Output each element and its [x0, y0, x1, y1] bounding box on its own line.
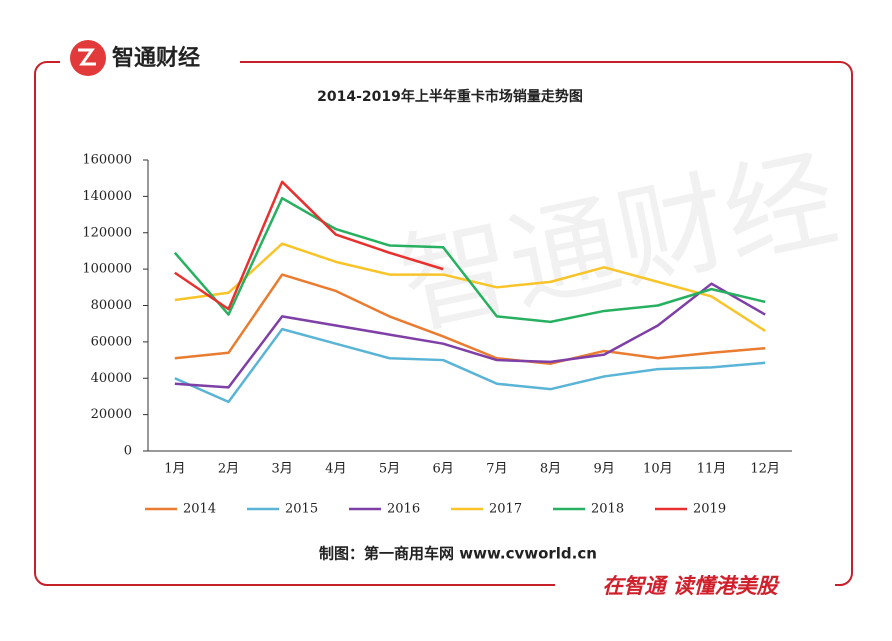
legend-label: 2014: [183, 502, 216, 517]
series-line: [174, 327, 766, 404]
x-tick-label: 7月: [486, 462, 507, 477]
y-tick-label: 0: [124, 444, 132, 459]
source: 制图：第一商用车网 www.cvworld.cn: [319, 545, 597, 563]
x-tick-label: 12月: [750, 462, 780, 477]
series-line: [174, 273, 766, 365]
legend-label: 2018: [591, 502, 624, 517]
legend-label: 2016: [387, 502, 420, 517]
slogan-backdrop: [555, 570, 835, 602]
x-tick-label: 2月: [218, 462, 239, 477]
x-tick-label: 8月: [540, 462, 561, 477]
y-tick-label: 60000: [91, 334, 132, 349]
brand: 智通财经: [112, 45, 200, 71]
x-tick-label: 6月: [433, 462, 454, 477]
x-tick-label: 4月: [325, 462, 346, 477]
series-line: [173, 196, 766, 324]
legend-label: 2019: [693, 502, 726, 517]
x-tick-label: 11月: [697, 462, 727, 477]
y-tick-label: 100000: [82, 262, 132, 277]
series-line: [174, 180, 444, 311]
legend-label: 2017: [489, 502, 522, 517]
watermark: 智通财经: [390, 134, 847, 351]
x-tick-label: 3月: [272, 462, 293, 477]
frame: [34, 61, 853, 586]
y-tick-label: 120000: [82, 225, 132, 240]
y-tick-label: 20000: [91, 407, 132, 422]
y-tick-label: 160000: [82, 153, 132, 168]
y-tick-label: 140000: [82, 189, 132, 204]
logo-glyph: [78, 48, 96, 66]
x-tick-label: 10月: [643, 462, 673, 477]
slogan: 在智通 读懂港美股: [602, 574, 780, 598]
y-tick-label: 80000: [91, 298, 132, 313]
y-tick-label: 40000: [91, 371, 132, 386]
chart-title: 2014-2019年上半年重卡市场销量走势图: [317, 88, 583, 105]
x-tick-label: 5月: [379, 462, 400, 477]
x-tick-label: 1月: [164, 462, 185, 477]
series-line: [174, 282, 766, 389]
x-tick-label: 9月: [594, 462, 615, 477]
legend-label: 2015: [285, 502, 318, 517]
